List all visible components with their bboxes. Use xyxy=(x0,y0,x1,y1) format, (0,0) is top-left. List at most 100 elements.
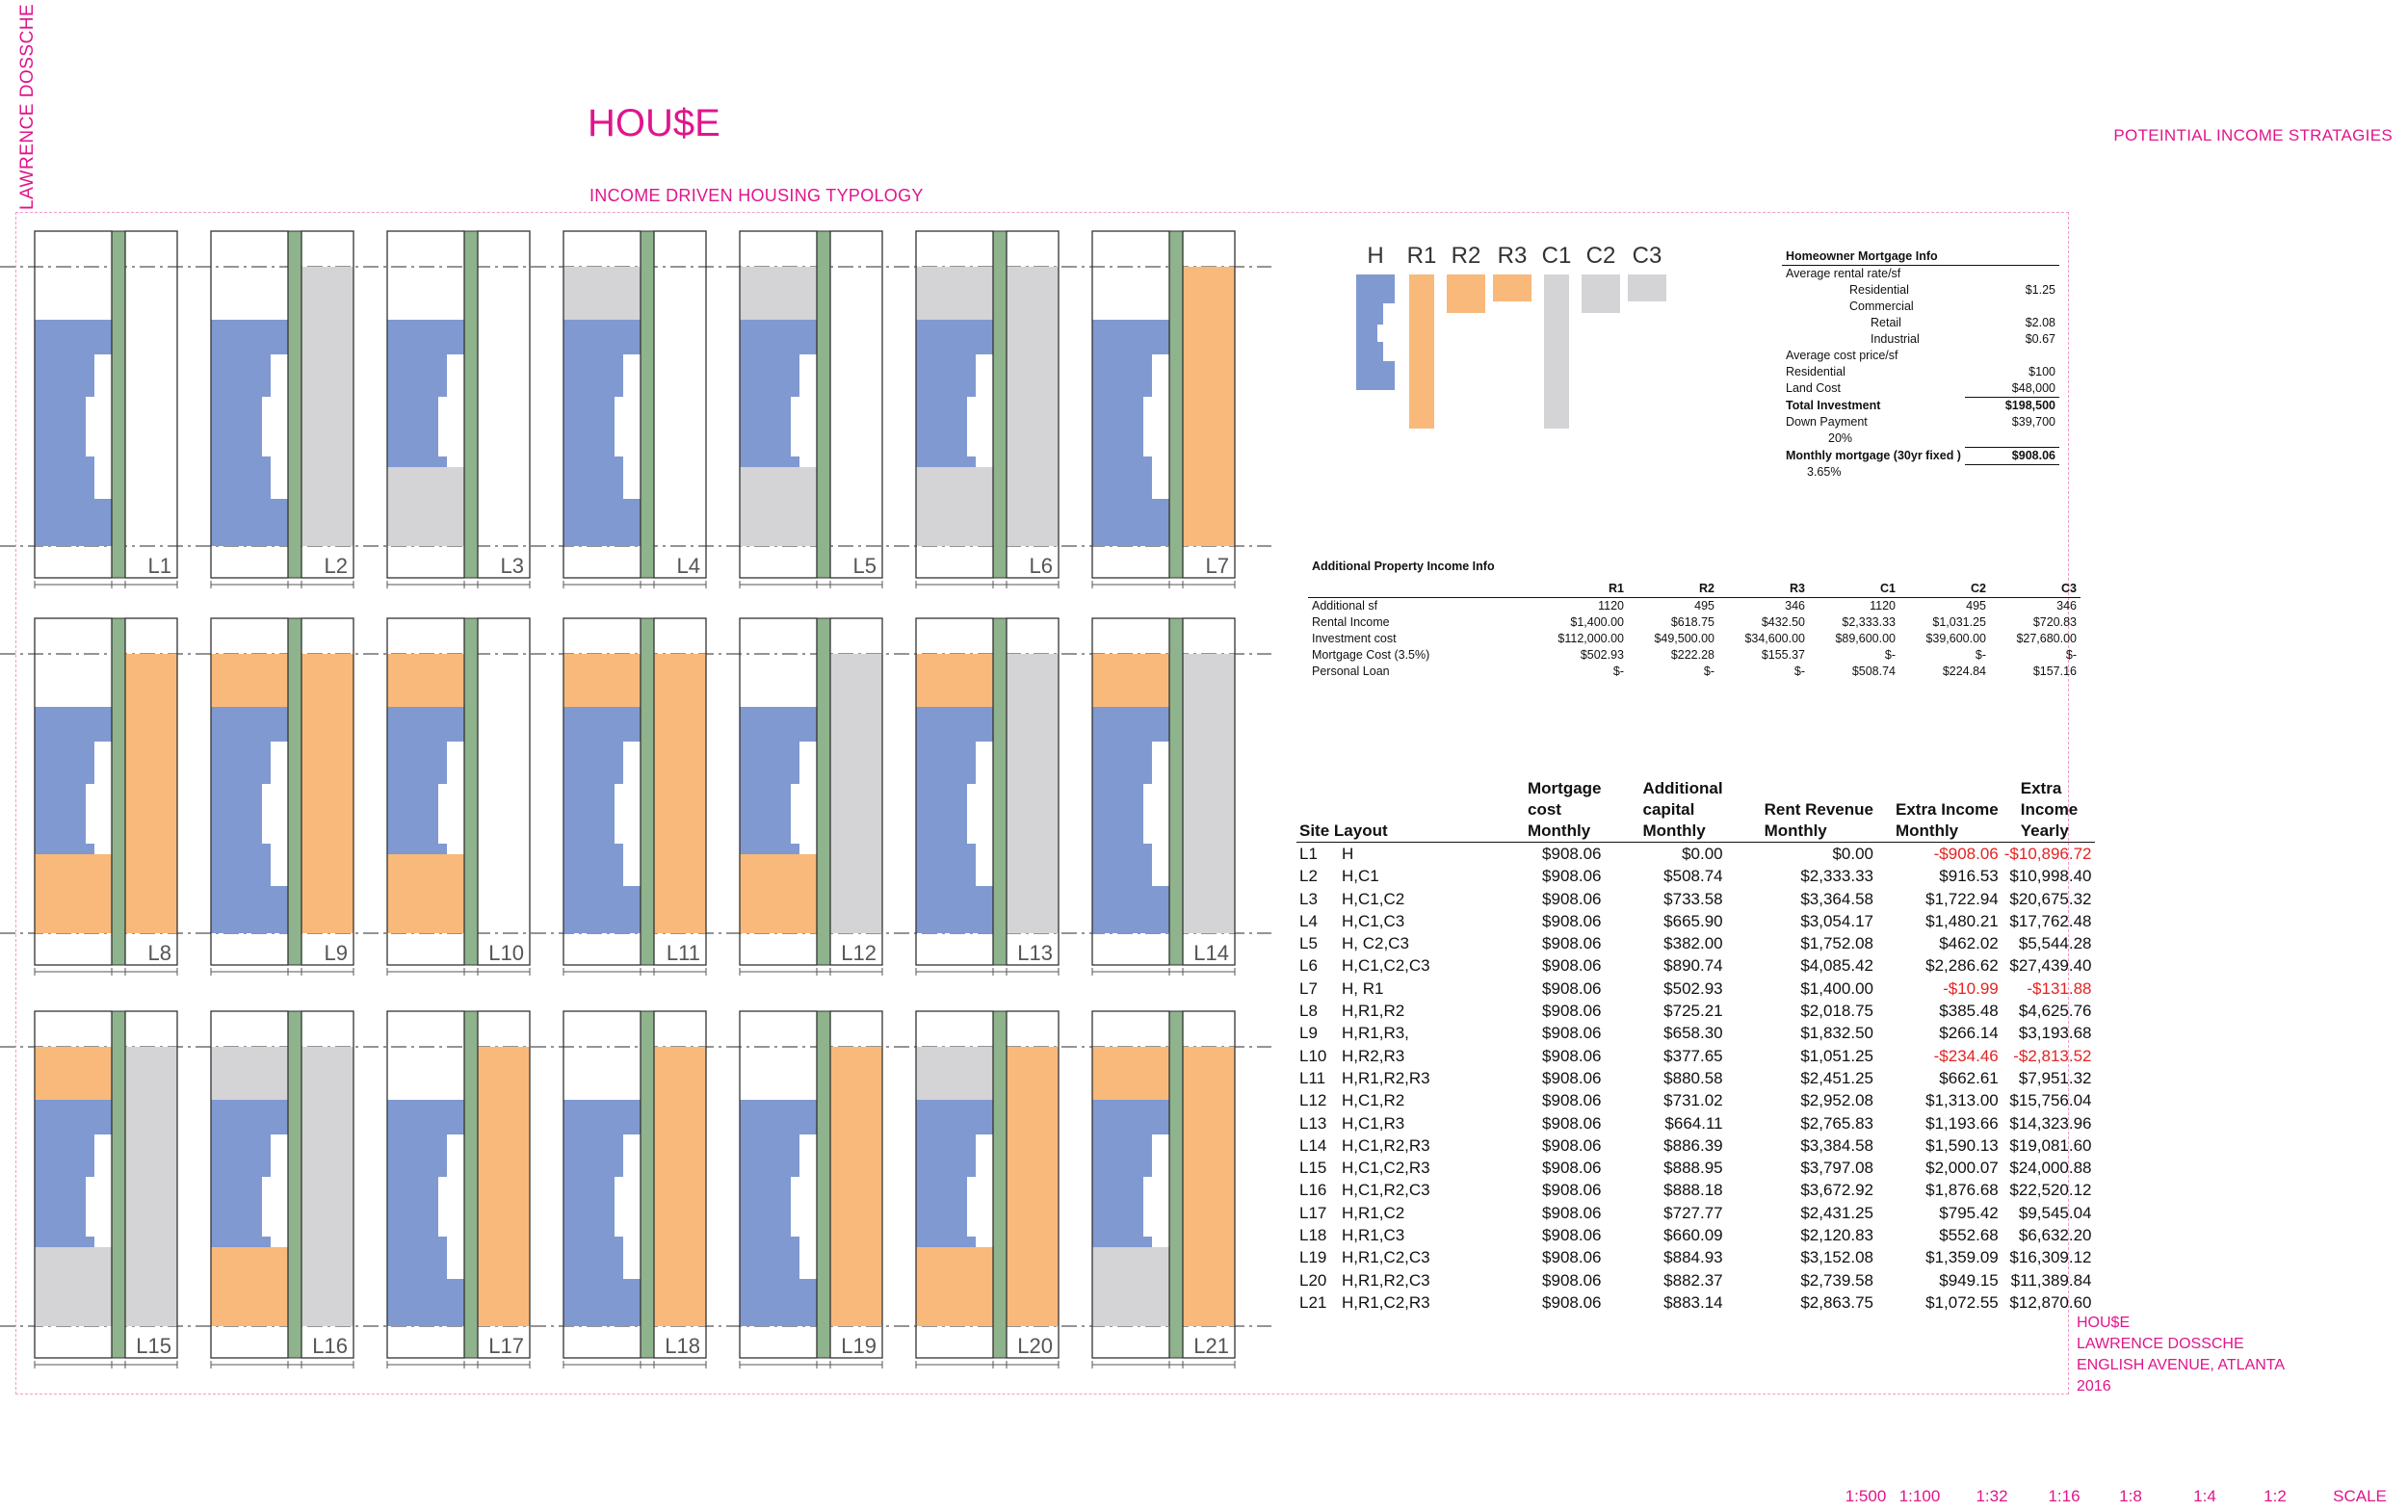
site-id: L13 xyxy=(1299,1113,1327,1133)
lot-left-outline xyxy=(1091,230,1170,579)
extra-income-yearly: $3,193.68 xyxy=(2018,1024,2092,1043)
extra-income-yearly: $20,675.32 xyxy=(2009,889,2092,908)
additional-capital: $884.93 xyxy=(1663,1248,1723,1267)
extra-income-monthly: -$234.46 xyxy=(1933,1046,1999,1065)
additional-row-value: $508.74 xyxy=(1851,665,1896,678)
house-notch-inner xyxy=(791,1177,817,1237)
additional-col-c3: C3 xyxy=(1990,581,2081,598)
lot-right-outline xyxy=(1182,230,1236,579)
lot-right-outline xyxy=(477,230,531,579)
right-strip xyxy=(1183,1047,1235,1326)
extra-income-monthly: $1,072.55 xyxy=(1925,1292,1999,1312)
scale-option[interactable]: 1:4 xyxy=(2193,1487,2216,1505)
extra-income-yearly: $10,998.40 xyxy=(2009,867,2092,886)
mortgage-cost: $908.06 xyxy=(1542,1248,1602,1267)
mortgage-info-title: Homeowner Mortgage Info xyxy=(1782,248,2059,266)
additional-row-value: $- xyxy=(1975,648,1986,662)
site-id: L20 xyxy=(1299,1270,1327,1290)
site-table-header: Site Layout Mortgage cost Monthly Addition… xyxy=(1296,778,2095,843)
green-strip xyxy=(111,230,126,579)
additional-row-value: $224.84 xyxy=(1942,665,1986,678)
site-id: L16 xyxy=(1299,1181,1327,1200)
extra-income-monthly: -$908.06 xyxy=(1933,845,1999,863)
unit-label: L1 xyxy=(148,554,171,578)
lot-right-outline xyxy=(1006,1010,1060,1359)
credit-line: LAWRENCE DOSSCHE xyxy=(2077,1336,2244,1352)
additional-row-value: $157.16 xyxy=(2032,665,2077,678)
lot-left-outline xyxy=(915,1010,994,1359)
house-notch-inner xyxy=(262,397,288,456)
house-notch-inner xyxy=(791,397,817,456)
additional-row-value: 1120 xyxy=(1870,599,1896,613)
additional-row-value: $- xyxy=(1793,665,1805,678)
table-row: L21 H,R1,C2,R3 $908.06 $883.14 $2,863.75 $1,0… xyxy=(1296,1291,2095,1314)
green-strip xyxy=(992,1010,1008,1359)
unit-label: L10 xyxy=(488,941,524,965)
additional-info-row: Additional sf 1120 495 346 1120 495 346 xyxy=(1308,598,2081,615)
green-strip xyxy=(1168,230,1184,579)
unit-label: L3 xyxy=(501,554,524,578)
unit-diagram-l4: L4 xyxy=(563,230,707,588)
credit-line: HOU$E xyxy=(2077,1315,2131,1331)
rent-revenue: $2,120.83 xyxy=(1800,1226,1873,1245)
site-layout-table: Site Layout Mortgage cost Monthly Addition… xyxy=(1296,778,2095,1314)
lot-left-outline xyxy=(915,230,994,579)
lot-right-outline xyxy=(124,617,178,966)
additional-row-value: 495 xyxy=(1966,599,1986,613)
mortgage-cost: $908.06 xyxy=(1542,867,1602,886)
mortgage-info-row: Industrial $0.67 xyxy=(1782,331,2059,348)
unit-label: L13 xyxy=(1017,941,1053,965)
bottom-band xyxy=(916,1247,993,1326)
table-row: L14 H,C1,R2,R3 $908.06 $886.39 $3,384.58 $1,5… xyxy=(1296,1134,2095,1157)
additional-capital: $880.58 xyxy=(1663,1068,1723,1087)
mortgage-row-label: Average cost price/sf xyxy=(1786,349,1898,362)
unit-diagram-l2: L2 xyxy=(210,230,354,588)
mortgage-cost: $908.06 xyxy=(1542,1226,1602,1245)
extra-income-yearly: $19,081.60 xyxy=(2009,1135,2092,1155)
extra-income-yearly: $11,389.84 xyxy=(2010,1270,2092,1290)
mortgage-info-row: Monthly mortgage (30yr fixed ) $908.06 xyxy=(1782,446,2059,465)
legend-swatch-c3 xyxy=(1628,274,1666,301)
top-band xyxy=(1092,1047,1169,1100)
green-strip xyxy=(640,1010,655,1359)
extra-income-yearly: $5,544.28 xyxy=(2018,934,2092,953)
rent-revenue: $2,333.33 xyxy=(1800,867,1873,886)
unit-diagram-l12: L12 xyxy=(739,617,883,976)
scale-option[interactable]: 1:32 xyxy=(1976,1487,2008,1505)
scale-option[interactable]: 1:8 xyxy=(2119,1487,2142,1505)
extra-income-yearly: $4,625.76 xyxy=(2018,1002,2092,1021)
right-strip xyxy=(1183,654,1235,933)
scale-option[interactable]: 1:2 xyxy=(2264,1487,2287,1505)
mortgage-info-row: 3.65% xyxy=(1782,464,2059,481)
additional-row-value: 346 xyxy=(1785,599,1805,613)
mortgage-info-row: 20% xyxy=(1782,430,2059,447)
unit-diagram-l9: L9 xyxy=(210,617,354,976)
scale-option[interactable]: 1:16 xyxy=(2048,1487,2081,1505)
top-band xyxy=(387,654,464,707)
table-row: L12 H,C1,R2 $908.06 $731.02 $2,952.08 $1,313.… xyxy=(1296,1089,2095,1111)
scale-option[interactable]: 1:500 xyxy=(1845,1487,1887,1505)
right-strip xyxy=(301,267,353,546)
additional-capital: $727.77 xyxy=(1663,1203,1723,1222)
unit-label: L9 xyxy=(325,941,348,965)
additional-row-value: 495 xyxy=(1694,599,1714,613)
lot-left-outline xyxy=(739,230,818,579)
extra-income-monthly: $1,876.68 xyxy=(1925,1181,1999,1200)
house-notch-inner xyxy=(1143,1177,1169,1237)
lot-left-outline xyxy=(739,1010,818,1359)
mortgage-cost: $908.06 xyxy=(1542,1091,1602,1110)
site-layout: H,C1,R2,C3 xyxy=(1342,1181,1430,1200)
unit-diagram-l7: L7 xyxy=(1091,230,1236,588)
site-layout: H,C1,C2,C3 xyxy=(1342,956,1430,976)
additional-capital: $890.74 xyxy=(1663,956,1723,976)
site-layout: H,R1,C2,C3 xyxy=(1342,1248,1430,1267)
lot-left-outline xyxy=(34,1010,113,1359)
additional-capital: $731.02 xyxy=(1663,1091,1723,1110)
extra-income-yearly: $15,756.04 xyxy=(2009,1091,2092,1110)
extra-income-yearly: $9,545.04 xyxy=(2018,1203,2092,1222)
house-notch-inner xyxy=(262,1177,288,1237)
scale-option[interactable]: 1:100 xyxy=(1898,1487,1941,1505)
additional-row-label: Mortgage Cost (3.5%) xyxy=(1312,648,1430,662)
table-row: L6 H,C1,C2,C3 $908.06 $890.74 $4,085.42 $2,28… xyxy=(1296,954,2095,977)
right-strip xyxy=(1007,654,1059,933)
